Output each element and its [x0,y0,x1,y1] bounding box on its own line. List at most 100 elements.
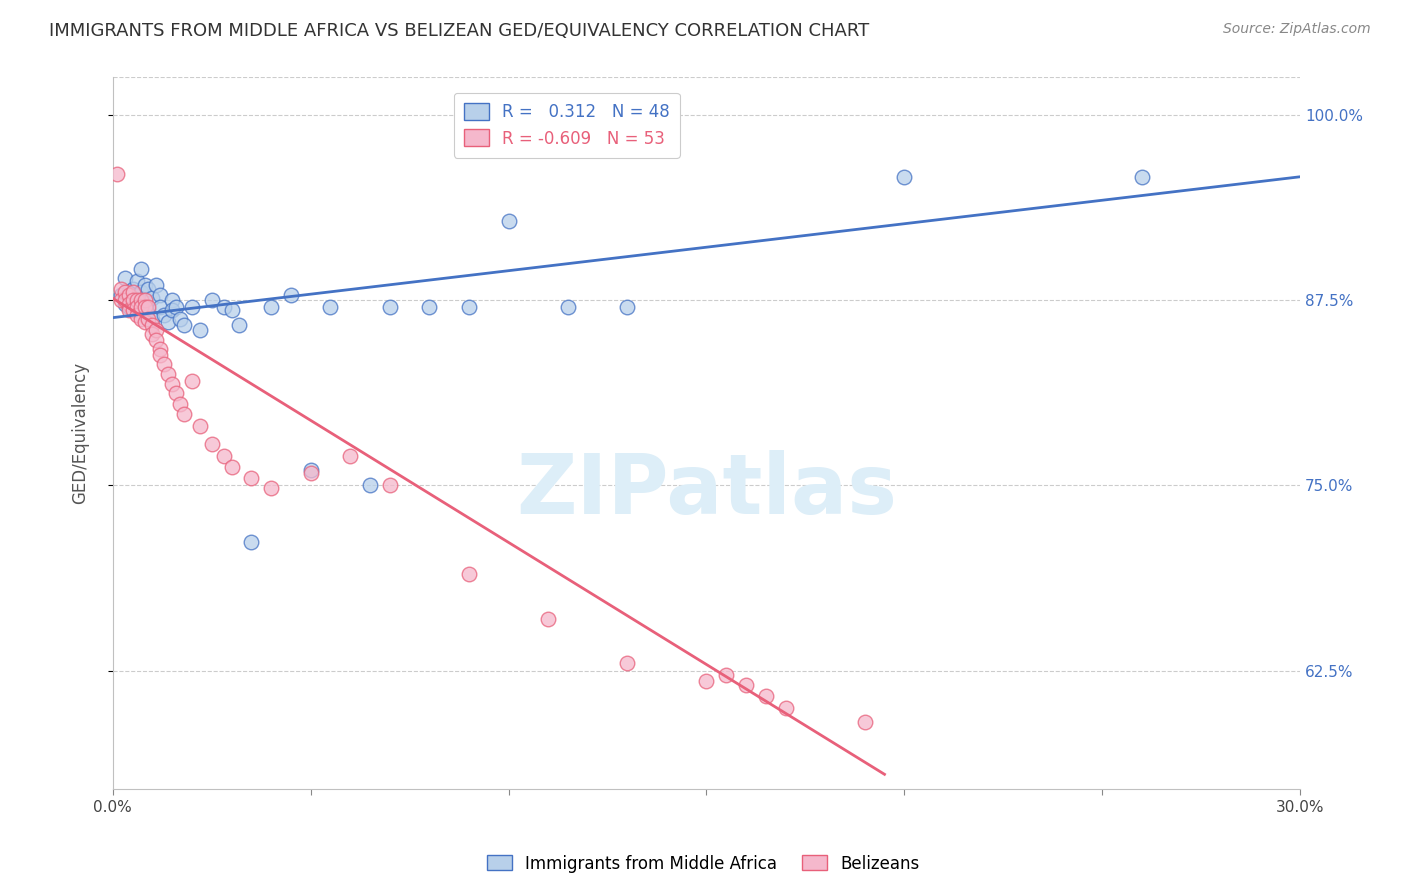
Point [125,294,148,309]
Point [418,300,440,314]
Point [160,377,183,392]
Point [299,467,322,481]
Point [160,293,183,307]
Point [121,293,143,307]
Point [149,288,172,302]
Point [138,283,160,297]
Point [129,300,152,314]
Point [138,303,160,318]
Point [134,278,156,293]
Point [173,318,195,332]
Point [118,297,141,311]
Point [134,293,156,307]
Point [319,300,342,314]
Point [537,612,560,626]
Point [188,322,211,336]
Point [129,300,152,314]
Point [755,689,778,703]
Point [121,285,143,300]
Point [212,449,235,463]
Point [1130,169,1153,184]
Point [359,478,381,492]
Point [129,261,152,276]
Point [110,288,132,302]
Point [716,668,738,682]
Point [110,293,132,307]
Point [260,481,283,495]
Point [378,300,401,314]
Point [129,312,152,326]
Text: ZIPatlas: ZIPatlas [516,450,897,531]
Point [153,308,176,322]
Point [695,673,717,688]
Point [221,303,243,318]
Point [188,418,211,433]
Point [775,700,797,714]
Point [280,288,302,302]
Point [141,318,163,332]
Text: IMMIGRANTS FROM MIDDLE AFRICA VS BELIZEAN GED/EQUIVALENCY CORRELATION CHART: IMMIGRANTS FROM MIDDLE AFRICA VS BELIZEA… [49,22,869,40]
Text: Source: ZipAtlas.com: Source: ZipAtlas.com [1223,22,1371,37]
Point [118,300,141,314]
Point [299,463,322,477]
Point [138,312,160,326]
Point [138,300,160,314]
Point [201,293,224,307]
Point [134,300,156,314]
Point [616,300,638,314]
Point [125,308,148,322]
Point [212,300,235,314]
Point [145,322,167,336]
Point [110,283,132,297]
Point [165,300,187,314]
Point [125,293,148,307]
Point [378,478,401,492]
Point [221,460,243,475]
Point [153,357,176,371]
Point [557,300,579,314]
Point [141,291,163,305]
Point [893,169,915,184]
Point [145,278,167,293]
Point [260,300,283,314]
Point [228,318,250,332]
Point [114,285,136,300]
Point [339,449,361,463]
Point [240,534,263,549]
Point [616,656,638,670]
Point [181,300,204,314]
Point [134,293,156,307]
Point [118,303,141,318]
Point [165,386,187,401]
Point [157,315,180,329]
Point [173,407,195,421]
Point [114,270,136,285]
Point [181,375,204,389]
Point [145,333,167,347]
Point [125,274,148,288]
Point [121,293,143,307]
Point [458,300,481,314]
Point [160,303,183,318]
Point [121,283,143,297]
Point [169,397,191,411]
Point [141,312,163,326]
Point [149,342,172,356]
Point [141,326,163,341]
Point [114,297,136,311]
Point [735,678,758,692]
Point [114,293,136,307]
Point [149,348,172,362]
Point [240,471,263,485]
Legend: Immigrants from Middle Africa, Belizeans: Immigrants from Middle Africa, Belizeans [479,848,927,880]
Point [105,167,128,181]
Point [118,288,141,302]
Point [118,285,141,300]
Legend: R =   0.312   N = 48, R = -0.609   N = 53: R = 0.312 N = 48, R = -0.609 N = 53 [454,93,679,158]
Point [157,367,180,381]
Point [121,303,143,318]
Y-axis label: GED/Equivalency: GED/Equivalency [72,362,89,504]
Point [125,300,148,314]
Point [169,312,191,326]
Point [458,567,481,582]
